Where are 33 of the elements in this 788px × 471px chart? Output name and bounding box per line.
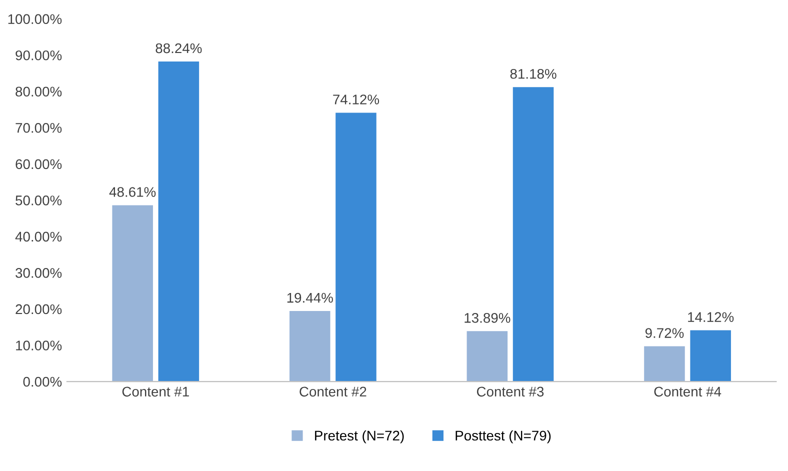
- bar: [644, 346, 685, 382]
- data-label: 81.18%: [510, 68, 556, 79]
- y-tick-label: 90.00%: [16, 50, 62, 60]
- legend-label: Pretest (N=72): [315, 430, 404, 444]
- y-tick-label: 70.00%: [16, 122, 62, 133]
- x-tick-label: Content #4: [654, 386, 722, 397]
- bar: [336, 112, 376, 382]
- y-tick-label: 40.00%: [15, 232, 62, 242]
- data-label: 48.61%: [109, 187, 156, 197]
- x-tick-label: Content #1: [122, 386, 189, 397]
- y-tick-label: 50.00%: [16, 196, 62, 206]
- bar: [289, 311, 330, 382]
- y-tick-label: 30.00%: [16, 268, 62, 278]
- legend-label: Posttest (N=79): [456, 430, 551, 444]
- data-label: 9.72%: [645, 328, 684, 338]
- x-tick-label: Content #2: [300, 386, 366, 397]
- data-label: 13.89%: [464, 313, 510, 323]
- bar: [466, 331, 508, 382]
- bar: [690, 330, 731, 382]
- x-tick-label: Content #3: [476, 386, 544, 397]
- data-label: 74.12%: [333, 94, 380, 104]
- y-tick-label: 60.00%: [16, 159, 62, 170]
- y-tick-label: 10.00%: [16, 340, 62, 350]
- y-tick-label: 0.00%: [23, 376, 62, 387]
- data-label: 19.44%: [287, 292, 333, 303]
- bar: [112, 205, 153, 382]
- y-tick-label: 20.00%: [16, 304, 62, 314]
- data-label: 88.24%: [156, 43, 202, 54]
- y-tick-label: 80.00%: [16, 86, 62, 97]
- y-tick-label: 100.00%: [8, 14, 62, 24]
- data-label: 14.12%: [688, 312, 734, 322]
- bar: [512, 87, 554, 382]
- bar: [158, 61, 200, 382]
